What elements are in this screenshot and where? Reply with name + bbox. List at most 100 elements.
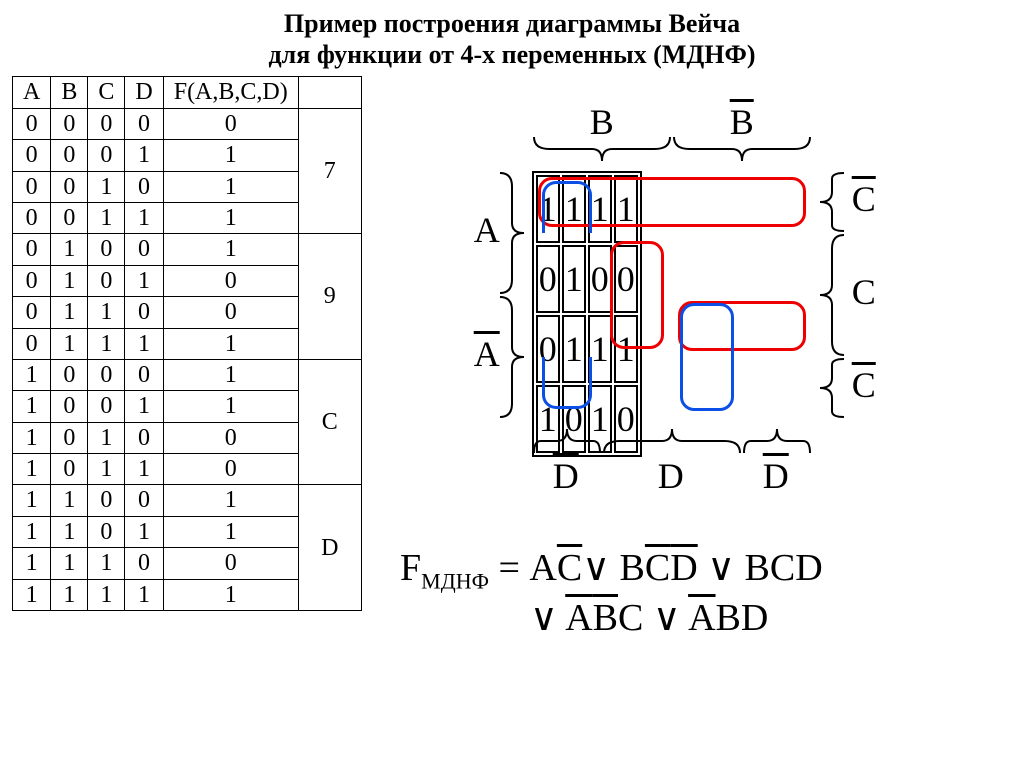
truth-table-cell: 1 bbox=[13, 548, 51, 579]
truth-table-cell: 1 bbox=[88, 297, 125, 328]
truth-table-cell: 1 bbox=[88, 579, 125, 610]
truth-table-cell: 0 bbox=[51, 140, 88, 171]
truth-table-cell: 0 bbox=[88, 265, 125, 296]
truth-table-cell: 1 bbox=[125, 579, 163, 610]
truth-table-cell: 1 bbox=[13, 391, 51, 422]
truth-table-cell: 0 bbox=[88, 108, 125, 139]
truth-table: ABCDF(A,B,C,D) 0000070001100101001110100… bbox=[12, 76, 362, 611]
truth-table-cell: 1 bbox=[13, 359, 51, 390]
truth-table-cell: 1 bbox=[51, 579, 88, 610]
title-line-2: для функции от 4-х переменных (МДНФ) bbox=[269, 40, 756, 69]
veitch-cell: 1 bbox=[562, 315, 586, 383]
truth-table-cell: 0 bbox=[13, 297, 51, 328]
truth-table-cell: 0 bbox=[163, 108, 298, 139]
annotation-header bbox=[298, 77, 361, 108]
label-C: C bbox=[852, 271, 876, 313]
truth-table-cell: 1 bbox=[88, 171, 125, 202]
truth-table-cell: 1 bbox=[51, 297, 88, 328]
group-red-2 bbox=[678, 301, 806, 351]
label-A: A bbox=[474, 209, 500, 251]
truth-table-cell: 1 bbox=[51, 265, 88, 296]
veitch-cell: 1 bbox=[536, 385, 560, 453]
truth-table-cell: 1 bbox=[88, 548, 125, 579]
truth-table-cell: 1 bbox=[51, 516, 88, 547]
truth-table-cell: 0 bbox=[51, 391, 88, 422]
truth-table-cell: 0 bbox=[51, 171, 88, 202]
truth-table-cell: 1 bbox=[51, 548, 88, 579]
truth-table-cell: 0 bbox=[13, 234, 51, 265]
truth-table-cell: 0 bbox=[88, 516, 125, 547]
group-blue-5 bbox=[680, 303, 734, 411]
brace-A bbox=[498, 171, 526, 295]
truth-table-cell: 0 bbox=[163, 454, 298, 485]
veitch-cell: 0 bbox=[536, 315, 560, 383]
truth-table-cell: 1 bbox=[125, 328, 163, 359]
truth-table-cell: 1 bbox=[163, 579, 298, 610]
veitch-cell: 0 bbox=[562, 385, 586, 453]
label-D-bar-left: D bbox=[553, 455, 579, 497]
brace-C-bar-top bbox=[818, 171, 846, 233]
truth-table-cell: 1 bbox=[125, 202, 163, 233]
annotation-cell: 9 bbox=[298, 234, 361, 360]
truth-table-cell: 0 bbox=[125, 297, 163, 328]
truth-table-cell: 0 bbox=[13, 108, 51, 139]
truth-table-cell: 0 bbox=[51, 202, 88, 233]
truth-table-cell: 1 bbox=[51, 485, 88, 516]
veitch-cell: 1 bbox=[588, 175, 612, 243]
truth-table-cell: 1 bbox=[13, 454, 51, 485]
truth-table-cell: 0 bbox=[125, 485, 163, 516]
label-B: B bbox=[590, 101, 614, 143]
truth-table-cell: 0 bbox=[163, 548, 298, 579]
truth-table-cell: 1 bbox=[163, 391, 298, 422]
truth-table-cell: 0 bbox=[88, 485, 125, 516]
truth-table-cell: 1 bbox=[13, 516, 51, 547]
truth-table-cell: 1 bbox=[125, 454, 163, 485]
truth-table-cell: 1 bbox=[163, 202, 298, 233]
brace-A-bar bbox=[498, 295, 526, 419]
label-D-bar-right: D bbox=[763, 455, 789, 497]
truth-table-cell: 1 bbox=[125, 516, 163, 547]
veitch-cell: 0 bbox=[614, 385, 638, 453]
truth-table-cell: 0 bbox=[125, 359, 163, 390]
title-line-1: Пример построения диаграммы Вейча bbox=[284, 9, 740, 38]
truth-table-cell: 1 bbox=[88, 328, 125, 359]
truth-table-cell: 0 bbox=[88, 234, 125, 265]
truth-table-cell: 0 bbox=[88, 391, 125, 422]
label-B-bar: B bbox=[730, 101, 754, 143]
truth-table-header: D bbox=[125, 77, 163, 108]
truth-table-cell: 0 bbox=[125, 548, 163, 579]
truth-table-cell: 1 bbox=[163, 171, 298, 202]
truth-table-header: F(A,B,C,D) bbox=[163, 77, 298, 108]
truth-table-cell: 0 bbox=[163, 297, 298, 328]
truth-table-cell: 0 bbox=[13, 202, 51, 233]
label-A-bar: A bbox=[474, 333, 500, 375]
brace-C bbox=[818, 233, 846, 357]
veitch-cell: 1 bbox=[562, 245, 586, 313]
veitch-cell: 0 bbox=[614, 245, 638, 313]
truth-table-cell: 0 bbox=[13, 140, 51, 171]
truth-table-cell: 0 bbox=[51, 108, 88, 139]
truth-table-cell: 1 bbox=[88, 454, 125, 485]
truth-table-cell: 1 bbox=[163, 359, 298, 390]
truth-table-cell: 0 bbox=[51, 359, 88, 390]
truth-table-cell: 1 bbox=[13, 485, 51, 516]
formula: FМДНФ = AC∨ BCD ∨ BCD∨ ABC ∨ ABD bbox=[400, 545, 823, 643]
truth-table-cell: 0 bbox=[125, 234, 163, 265]
truth-table-cell: 1 bbox=[88, 202, 125, 233]
truth-table-cell: 0 bbox=[13, 171, 51, 202]
truth-table-cell: 0 bbox=[13, 265, 51, 296]
truth-table-header: B bbox=[51, 77, 88, 108]
truth-table-header: A bbox=[13, 77, 51, 108]
label-C-bar-bot: C bbox=[852, 364, 876, 406]
truth-table-cell: 0 bbox=[88, 140, 125, 171]
truth-table-cell: 0 bbox=[13, 328, 51, 359]
annotation-cell: 7 bbox=[298, 108, 361, 234]
veitch-cell: 1 bbox=[588, 385, 612, 453]
veitch-cell: 0 bbox=[588, 245, 612, 313]
truth-table-cell: 1 bbox=[125, 391, 163, 422]
annotation-cell: D bbox=[298, 485, 361, 611]
truth-table-cell: 0 bbox=[125, 171, 163, 202]
label-C-bar-top: C bbox=[852, 178, 876, 220]
truth-table-header: C bbox=[88, 77, 125, 108]
veitch-cell: 1 bbox=[614, 175, 638, 243]
